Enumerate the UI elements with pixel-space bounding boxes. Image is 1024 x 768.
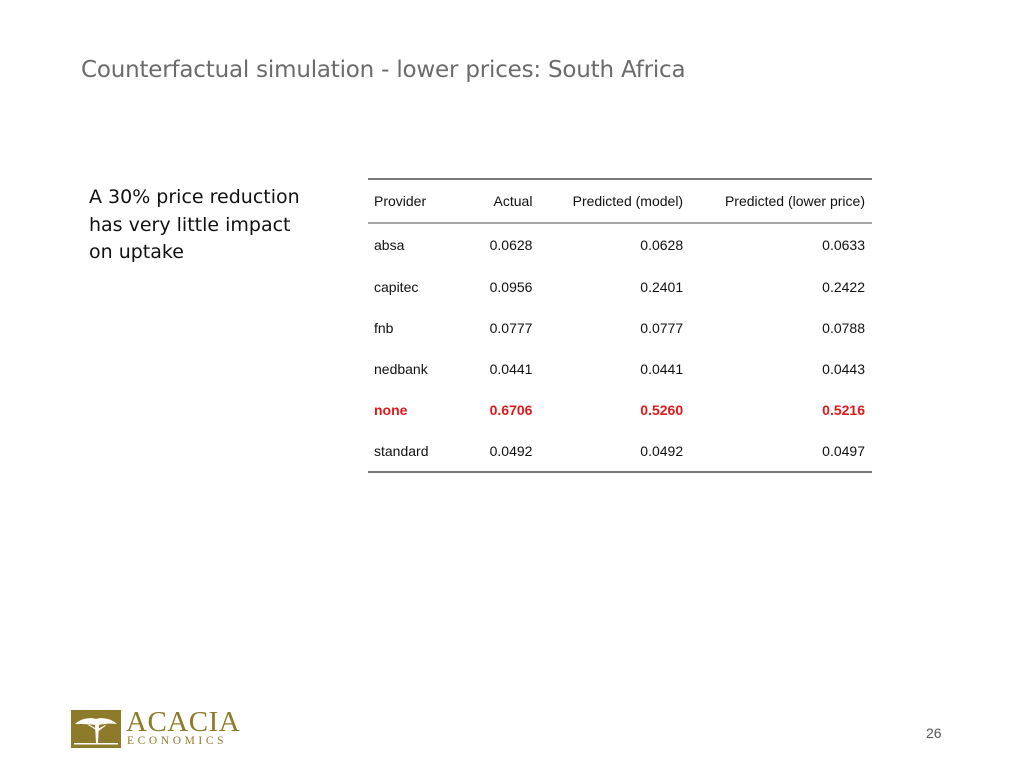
cell-predicted-lower-price: 0.2422	[822, 278, 865, 295]
cell-provider: nedbank	[374, 360, 428, 377]
cell-predicted-model: 0.0441	[640, 360, 684, 377]
cell-actual: 0.6706	[489, 401, 533, 418]
table-header-row: Provider Actual Predicted (model) Predic…	[368, 179, 872, 224]
table-row: standard 0.0492 0.0492 0.0497	[368, 430, 872, 472]
cell-predicted-lower-price: 0.0633	[822, 237, 865, 253]
logo-subtitle: ECONOMICS	[127, 735, 228, 747]
cell-predicted-lower-price: 0.0788	[822, 319, 865, 336]
cell-predicted-model: 0.5260	[640, 401, 684, 418]
logo-name: ACACIA	[126, 706, 241, 738]
acacia-economics-logo: ACACIA ECONOMICS	[71, 706, 241, 748]
results-table-container: Provider Actual Predicted (model) Predic…	[368, 178, 872, 473]
cell-predicted-model: 0.0492	[640, 442, 684, 459]
table-row: fnb 0.0777 0.0777 0.0788	[368, 307, 872, 348]
table-row: absa 0.0628 0.0628 0.0633	[368, 223, 872, 266]
summary-text: A 30% price reduction has very little im…	[89, 186, 300, 263]
cell-provider: capitec	[374, 278, 419, 295]
results-table: Provider Actual Predicted (model) Predic…	[368, 178, 872, 473]
cell-predicted-model: 0.0777	[640, 319, 684, 336]
page-title: Counterfactual simulation - lower prices…	[81, 57, 686, 83]
column-header-predicted-model: Predicted (model)	[532, 179, 684, 224]
cell-provider: fnb	[374, 319, 394, 336]
column-header-actual: Actual	[476, 179, 533, 224]
page-number: 26	[926, 725, 942, 741]
cell-predicted-lower-price: 0.0497	[822, 442, 865, 459]
table-row-highlighted: none 0.6706 0.5260 0.5216	[368, 389, 872, 430]
table-row: nedbank 0.0441 0.0441 0.0443	[368, 348, 872, 389]
table-row: capitec 0.0956 0.2401 0.2422	[368, 266, 872, 307]
cell-predicted-lower-price: 0.5216	[822, 401, 865, 418]
cell-predicted-lower-price: 0.0443	[822, 360, 865, 377]
cell-actual: 0.0628	[489, 237, 533, 253]
cell-provider: standard	[374, 442, 429, 459]
cell-provider: none	[374, 401, 408, 418]
cell-predicted-model: 0.0628	[640, 237, 684, 253]
acacia-tree-icon	[71, 710, 121, 748]
column-header-provider: Provider	[368, 179, 477, 224]
cell-actual: 0.0777	[489, 319, 533, 336]
cell-actual: 0.0441	[489, 360, 533, 377]
cell-provider: absa	[374, 237, 405, 253]
cell-predicted-model: 0.2401	[640, 278, 684, 295]
cell-actual: 0.0956	[489, 278, 533, 295]
column-header-predicted-lower-price: Predicted (lower price)	[683, 179, 872, 224]
cell-actual: 0.0492	[489, 442, 533, 459]
